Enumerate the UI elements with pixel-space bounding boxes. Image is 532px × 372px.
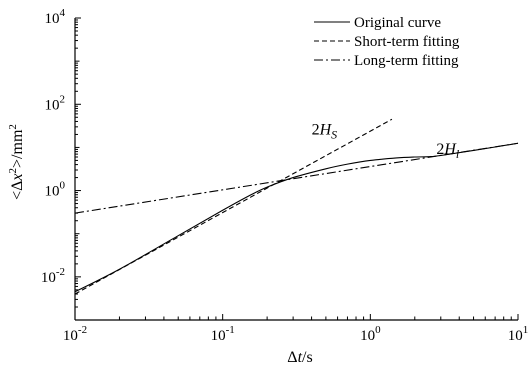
legend-entry-label: Short-term fitting — [354, 34, 460, 50]
annotation-layer: 2HS 2Hl — [312, 121, 460, 161]
y-tick-label: 104 — [45, 7, 66, 27]
series-line-dashdot — [74, 142, 519, 214]
series-line-solid — [74, 142, 519, 293]
x-tick-label: 101 — [508, 324, 529, 344]
legend: Original curve Short-term fitting Long-ter… — [314, 15, 460, 69]
x-tick-label: 10-2 — [63, 324, 87, 344]
annotation-hl: 2Hl — [436, 141, 460, 161]
y-tick-label: 100 — [45, 180, 66, 200]
series-layer — [74, 118, 519, 295]
legend-entry-label: Original curve — [354, 15, 441, 31]
annotation-hs: 2HS — [312, 121, 338, 141]
legend-entry-label: Long-term fitting — [354, 53, 459, 69]
series-line-dashed — [74, 118, 393, 295]
y-tick-label: 10-2 — [41, 266, 65, 286]
x-axis-label: Δt/s — [287, 349, 312, 366]
x-tick-label: 10-1 — [211, 324, 235, 344]
y-axis-label: <Δx2>/mm2 — [7, 124, 26, 200]
y-tick-label: 102 — [45, 93, 66, 113]
y-axis: 10-2 100 102 104 — [41, 7, 81, 321]
plot-area — [74, 18, 518, 321]
x-tick-label: 100 — [360, 324, 381, 344]
x-axis: 10-2 10-1 100 101 — [63, 314, 528, 344]
